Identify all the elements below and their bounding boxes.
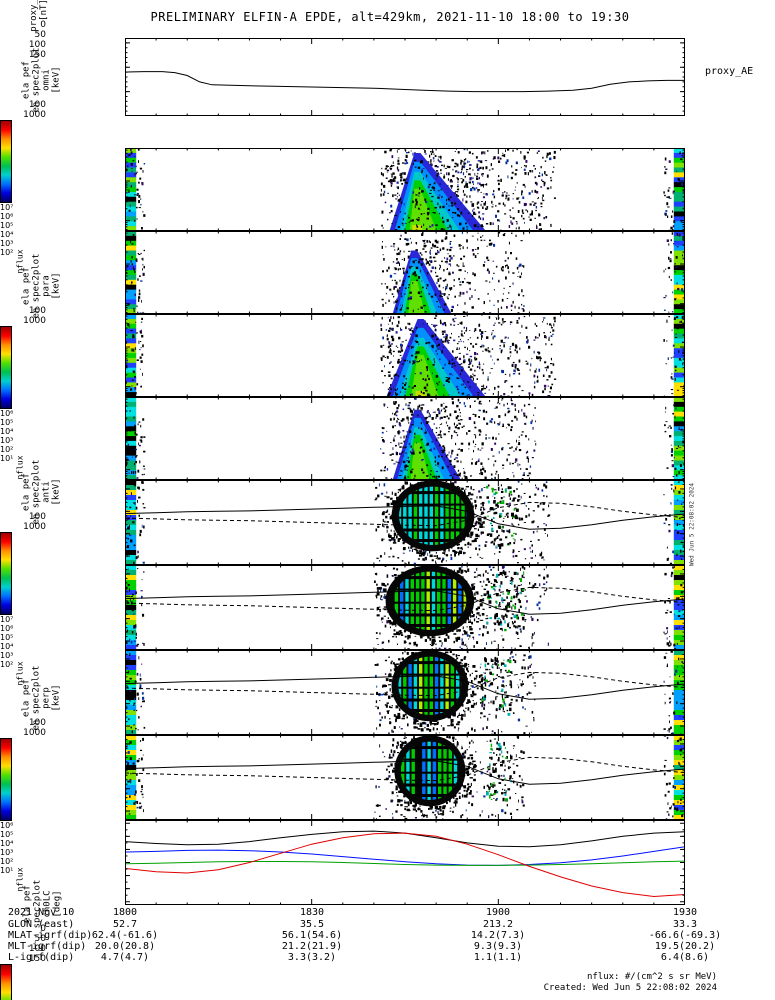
y-tick-label: 1000 — [23, 728, 46, 738]
pa_ch1-panel — [125, 565, 685, 650]
table-cell: 213.2 — [482, 919, 514, 930]
table-row-label: MLT-igrf(dip) — [8, 941, 87, 952]
table-cell: 6.4(8.6) — [660, 952, 710, 963]
footer-created: Created: Wed Jun 5 22:08:02 2024 — [543, 983, 717, 993]
colorbar-tick-label: 10⁵ — [0, 633, 14, 642]
colorbar-tick-label: 10³ — [0, 848, 14, 857]
y-tick-label: 0 — [40, 20, 46, 30]
colorbar-tick-label: 10⁷ — [0, 203, 14, 212]
date-label: 2021 Nov 10 — [8, 907, 75, 918]
y-tick-label: 100 — [28, 40, 46, 50]
proxy-panel — [125, 38, 685, 116]
pa_ch3-panel — [125, 735, 685, 820]
table-cell: 52.7 — [112, 919, 138, 930]
colorbar-tick-label: 10⁴ — [0, 230, 14, 239]
table-cell: 35.5 — [299, 919, 325, 930]
pa_ch0-axis-label: ela pef spec2plot ch0LC [deg] — [22, 879, 63, 929]
colorbar-tick-label: 10¹ — [0, 866, 14, 875]
colorbar-tick-label: 10⁴ — [0, 427, 14, 436]
colorbar-tick-label: 10⁵ — [0, 418, 14, 427]
pa_ch0-colorbar — [0, 964, 12, 1000]
y-tick-label: 50 — [34, 30, 46, 40]
en_perp-axis-label: ela pef en spec2plot perp [keV] — [21, 665, 62, 731]
footer-units: nflux: #/(cm^2 s sr MeV) — [586, 972, 717, 982]
x-tick-label: 1800 — [112, 907, 138, 918]
y-tick-label: 0 — [40, 924, 46, 934]
y-tick-label: 100 — [28, 100, 46, 110]
colorbar-tick-label: 10³ — [0, 239, 14, 248]
table-cell: 20.0(20.8) — [94, 941, 156, 952]
colorbar-tick-label: 10⁶ — [0, 624, 14, 633]
table-row-label: MLAT-igrf(dip) — [8, 930, 93, 941]
en_omni-axis-label: ela pef en spec2plot omni [keV] — [21, 47, 62, 113]
y-tick-label: 1000 — [23, 522, 46, 532]
en_anti-axis-label: ela pef en spec2plot anti [keV] — [21, 459, 62, 525]
colorbar-tick-label: 10² — [0, 857, 14, 866]
table-cell: 9.3(9.3) — [473, 941, 523, 952]
table-cell: -66.6(-69.3) — [648, 930, 722, 941]
table-cell: 4.7(4.7) — [100, 952, 150, 963]
igrf-panel — [125, 820, 685, 905]
en_omni-colorbar — [0, 120, 12, 203]
colorbar-tick-label: 10³ — [0, 651, 14, 660]
side-timestamp: Wed Jun 5 22:08:02 2024 — [688, 482, 696, 567]
colorbar-tick-label: 10⁶ — [0, 212, 14, 221]
table-cell: 62.4(-61.6) — [91, 930, 159, 941]
y-tick-label: 100 — [28, 718, 46, 728]
y-tick-label: 100 — [28, 306, 46, 316]
table-row-mlat: MLAT-igrf(dip) 62.4(-61.6) 56.1(54.6) 14… — [0, 930, 775, 941]
table-cell: 33.3 — [672, 919, 698, 930]
y-tick-label: 50 — [34, 934, 46, 944]
y-tick-label: 1000 — [23, 316, 46, 326]
y-tick-label: 100 — [28, 512, 46, 522]
y-tick-label: 150 — [28, 954, 46, 964]
table-row-label: GLON (east) — [8, 919, 75, 930]
colorbar-tick-label: 10⁷ — [0, 615, 14, 624]
colorbar-tick-label: 10⁵ — [0, 830, 14, 839]
en_perp-colorbar — [0, 738, 12, 821]
colorbar-tick-label: 10² — [0, 445, 14, 454]
table-cell: 14.2(7.3) — [470, 930, 526, 941]
y-tick-label: 150 — [28, 50, 46, 60]
y-tick-label: 1000 — [23, 110, 46, 120]
table-cell: 56.1(54.6) — [281, 930, 343, 941]
pa_ch2-panel — [125, 650, 685, 735]
table-row-glon: GLON (east) 52.7 35.5 213.2 33.3 — [0, 919, 775, 930]
x-tick-label: 1900 — [485, 907, 511, 918]
table-row-label: L-igrf(dip) — [8, 952, 75, 963]
table-row-mlt: MLT-igrf(dip) 20.0(20.8) 21.2(21.9) 9.3(… — [0, 941, 775, 952]
en_para-axis-label: ela pef en spec2plot para [keV] — [21, 253, 62, 319]
table-row-lshell: L-igrf(dip) 4.7(4.7) 3.3(3.2) 1.1(1.1) 6… — [0, 952, 775, 963]
en_omni-panel — [125, 148, 685, 231]
colorbar-tick-label: 10³ — [0, 436, 14, 445]
colorbar-tick-label: 10⁵ — [0, 221, 14, 230]
table-cell: 21.2(21.9) — [281, 941, 343, 952]
y-tick-label: 100 — [28, 944, 46, 954]
x-tick-label: 1930 — [672, 907, 698, 918]
x-tick-label: 1830 — [299, 907, 325, 918]
en_anti-panel — [125, 314, 685, 397]
table-cell: 19.5(20.2) — [654, 941, 716, 952]
colorbar-tick-label: 10⁴ — [0, 642, 14, 651]
pa_ch0-panel — [125, 480, 685, 565]
table-cell: 1.1(1.1) — [473, 952, 523, 963]
colorbar-tick-label: 10² — [0, 660, 14, 669]
colorbar-tick-label: 10⁴ — [0, 839, 14, 848]
colorbar-tick-label: 10¹ — [0, 454, 14, 463]
en_perp-panel — [125, 397, 685, 480]
table-cell: 3.3(3.2) — [287, 952, 337, 963]
en_para-colorbar — [0, 326, 12, 409]
en_para-panel — [125, 231, 685, 314]
colorbar-tick-label: 10² — [0, 248, 14, 257]
plot-title: PRELIMINARY ELFIN-A EPDE, alt=429km, 202… — [150, 10, 630, 24]
colorbar-tick-label: 10⁶ — [0, 409, 14, 418]
proxy-ae-right-label: proxy_AE — [705, 66, 754, 77]
colorbar-tick-label: 10⁶ — [0, 821, 14, 830]
en_anti-colorbar — [0, 532, 12, 615]
